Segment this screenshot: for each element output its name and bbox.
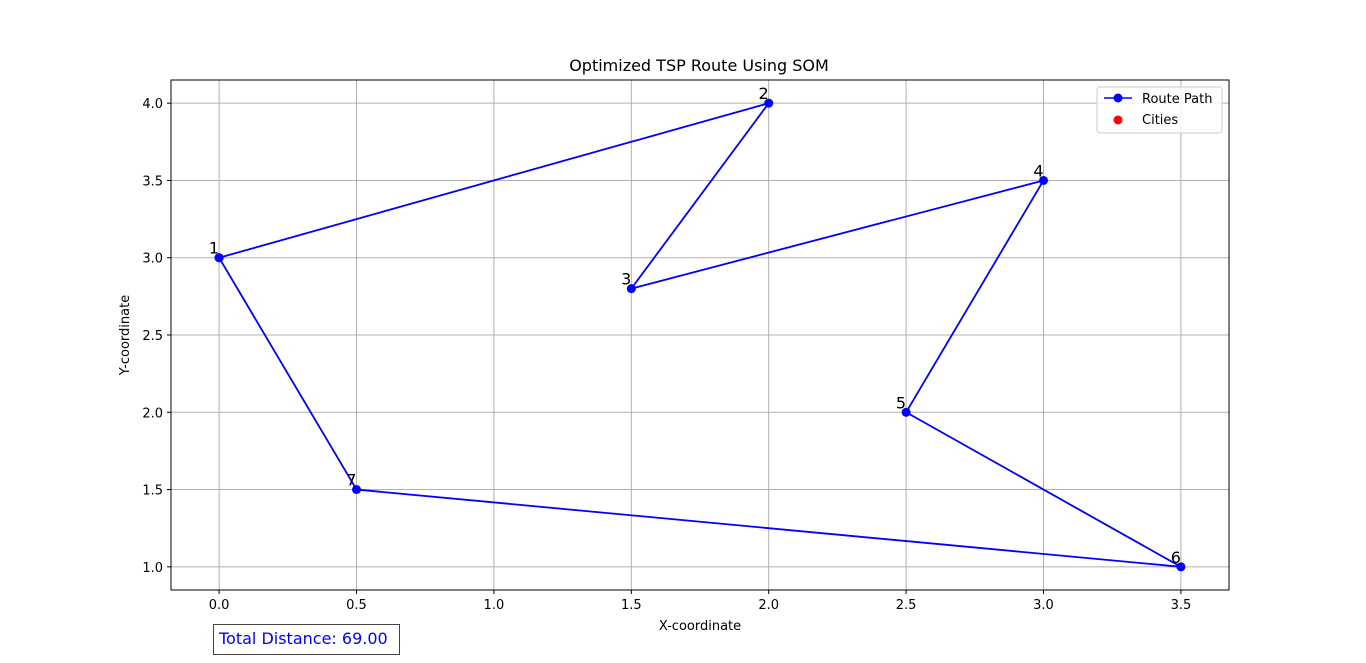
total-distance-text: Total Distance: 69.00 <box>218 629 388 648</box>
y-tick-label: 3.5 <box>142 174 163 189</box>
legend-route-marker <box>1113 93 1123 103</box>
city-label: 1 <box>209 239 219 258</box>
y-tick-label: 3.0 <box>142 252 163 267</box>
x-axis-label: X-coordinate <box>659 619 741 634</box>
city-label: 5 <box>896 393 906 412</box>
y-axis-ticks: 1.0 1.5 2.0 2.5 3.0 3.5 4.0 <box>142 97 171 576</box>
route-point <box>626 284 636 294</box>
y-tick-label: 1.0 <box>142 561 163 576</box>
route-segment <box>218 257 358 491</box>
grid-lines <box>171 80 1229 590</box>
route-points <box>214 98 1186 572</box>
y-tick-label: 2.0 <box>142 406 163 421</box>
y-axis-label: Y-coordinate <box>118 295 133 376</box>
y-tick-label: 2.5 <box>142 329 163 344</box>
y-tick-label: 4.0 <box>142 97 163 112</box>
route-point <box>1176 562 1186 572</box>
route-point <box>901 407 911 417</box>
route-path-series <box>218 102 1182 568</box>
total-distance-frame <box>213 624 400 655</box>
route-segment <box>218 102 769 259</box>
legend-route-label: Route Path <box>1142 92 1212 107</box>
route-segment <box>356 488 1181 568</box>
x-tick-label: 3.0 <box>1033 598 1054 613</box>
city-label: 6 <box>1171 548 1181 567</box>
x-tick-label: 0.5 <box>346 598 367 613</box>
legend: Route Path Cities <box>1096 86 1223 134</box>
city-labels: 1 2 3 4 5 6 7 <box>209 84 1181 567</box>
route-segment <box>630 102 770 290</box>
route-point <box>1039 175 1049 185</box>
route-point <box>764 98 774 108</box>
x-tick-label: 0.0 <box>209 598 230 613</box>
route-point <box>214 253 224 263</box>
city-label: 3 <box>621 270 631 289</box>
legend-cities-label: Cities <box>1142 113 1178 128</box>
route-segment <box>905 179 1045 413</box>
route-segment <box>631 179 1044 290</box>
chart-title: Optimized TSP Route Using SOM <box>569 56 829 75</box>
total-distance-box: Total Distance: 69.00 <box>213 624 400 655</box>
route-segment <box>905 411 1182 568</box>
city-label: 2 <box>759 84 769 103</box>
city-label: 4 <box>1033 161 1043 180</box>
y-tick-label: 1.5 <box>142 484 163 499</box>
route-point <box>351 485 361 495</box>
x-tick-label: 2.5 <box>896 598 917 613</box>
x-tick-label: 1.0 <box>484 598 505 613</box>
legend-cities-marker <box>1113 115 1123 125</box>
x-tick-label: 1.5 <box>621 598 642 613</box>
x-tick-label: 3.5 <box>1171 598 1192 613</box>
x-tick-label: 2.0 <box>758 598 779 613</box>
city-label: 7 <box>346 471 356 490</box>
x-axis-ticks: 0.0 0.5 1.0 1.5 2.0 2.5 3.0 3.5 <box>209 590 1192 613</box>
